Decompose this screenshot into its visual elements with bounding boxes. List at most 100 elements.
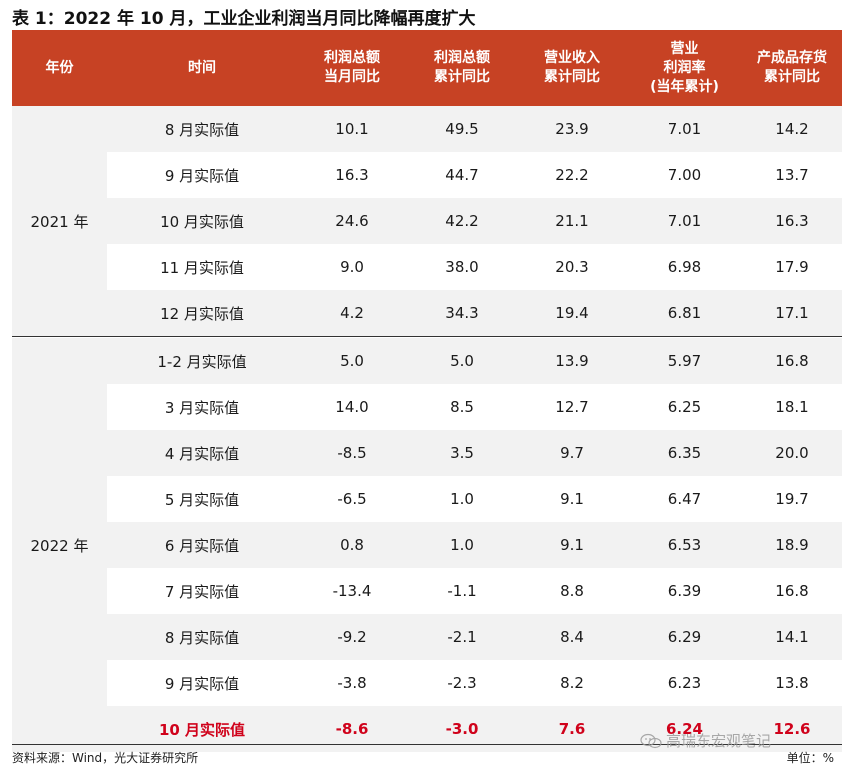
cell-margin: 6.81: [667, 304, 702, 322]
row-stripe: [107, 106, 842, 152]
cell-profit-month: 10.1: [335, 120, 369, 138]
bottom-rule: [12, 744, 842, 745]
cell-revenue: 8.8: [560, 582, 584, 600]
cell-time: 5 月实际值: [164, 490, 240, 509]
year-column-bg: [12, 338, 107, 752]
cell-revenue: 21.1: [555, 212, 589, 230]
cell-profit-month: -9.2: [337, 628, 367, 646]
header-label-line: 利润总额: [434, 50, 490, 66]
table-row: 3 月实际值 14.0 8.5 12.7 6.25 18.1: [12, 384, 842, 430]
cell-revenue: 9.7: [560, 444, 584, 462]
cell-margin: 7.01: [667, 212, 702, 230]
cell-margin: 5.97: [667, 352, 702, 370]
cell-margin: 6.98: [667, 258, 702, 276]
cell-profit-month: 4.2: [340, 304, 364, 322]
table-header: 年份 时间 利润总额 当月同比 利润总额 累计同比 营业收入 累计同比 营业 利…: [12, 30, 842, 106]
cell-inventory: 18.9: [775, 536, 809, 554]
cell-margin: 6.23: [667, 674, 702, 692]
cell-margin: 6.39: [667, 582, 702, 600]
header-label-line: 累计同比: [544, 69, 600, 85]
header-label-line: 累计同比: [764, 69, 820, 85]
header-margin: 营业 利润率 (当年累计): [627, 30, 742, 106]
cell-time: 11 月实际值: [160, 258, 244, 277]
cell-time: 1-2 月实际值: [157, 352, 247, 371]
header-label-line: 营业收入: [544, 50, 600, 66]
table-row: 5 月实际值 -6.5 1.0 9.1 6.47 19.7: [12, 476, 842, 522]
cell-time: 9 月实际值: [164, 674, 240, 693]
cell-time: 10 月实际值: [160, 212, 244, 231]
cell-inventory: 17.9: [775, 258, 809, 276]
cell-inventory: 18.1: [775, 398, 809, 416]
cell-profit-cum: 5.0: [450, 352, 474, 370]
cell-time: 7 月实际值: [164, 582, 240, 601]
cell-inventory: 13.8: [775, 674, 809, 692]
header-label-line: (当年累计): [650, 78, 719, 95]
header-label-line: 当月同比: [324, 69, 380, 85]
table-row: 11 月实际值 9.0 38.0 20.3 6.98 17.9: [12, 244, 842, 290]
table-title: 表 1：2022 年 10 月，工业企业利润当月同比降幅再度扩大: [12, 9, 476, 29]
cell-profit-cum: 38.0: [445, 258, 479, 276]
cell-revenue: 23.9: [555, 120, 589, 138]
cell-revenue: 22.2: [555, 166, 589, 184]
watermark-text: 高瑞东宏观笔记: [666, 732, 772, 750]
cell-inventory: 16.8: [775, 352, 809, 370]
cell-profit-cum: 42.2: [445, 212, 479, 230]
cell-profit-month: -8.6: [335, 720, 369, 738]
header-label-line: 利润率: [663, 59, 706, 76]
table-footer: 资料来源：Wind，光大证券研究所 单位：%: [12, 744, 842, 770]
watermark: 高瑞东宏观笔记: [640, 730, 771, 751]
cell-revenue: 13.9: [555, 352, 589, 370]
header-time: 时间: [107, 30, 297, 106]
group-divider: [12, 336, 842, 337]
table-row: 8 月实际值 10.1 49.5 23.9 7.01 14.2: [12, 106, 842, 152]
cell-profit-cum: 3.5: [450, 444, 474, 462]
cell-revenue: 12.7: [555, 398, 589, 416]
table-row: 8 月实际值 -9.2 -2.1 8.4 6.29 14.1: [12, 614, 842, 660]
cell-inventory: 19.7: [775, 490, 809, 508]
cell-margin: 7.01: [667, 120, 702, 138]
table-row: 12 月实际值 4.2 34.3 19.4 6.81 17.1: [12, 290, 842, 336]
cell-profit-month: -8.5: [337, 444, 367, 462]
header-profit-cum: 利润总额 累计同比: [407, 30, 517, 106]
row-stripe: [107, 290, 842, 336]
cell-profit-month: 9.0: [340, 258, 364, 276]
row-stripe: [107, 614, 842, 660]
cell-revenue: 20.3: [555, 258, 589, 276]
cell-margin: 6.25: [667, 398, 702, 416]
cell-time: 6 月实际值: [164, 536, 240, 555]
cell-profit-cum: -2.3: [447, 674, 477, 692]
cell-margin: 6.47: [667, 490, 702, 508]
header-time-label: 时间: [188, 59, 216, 76]
cell-revenue: 8.2: [560, 674, 584, 692]
header-label-line: 累计同比: [434, 69, 490, 85]
table-row: 10 月实际值 24.6 42.2 21.1 7.01 16.3: [12, 198, 842, 244]
cell-profit-month: -6.5: [337, 490, 367, 508]
cell-margin: 6.35: [667, 444, 702, 462]
row-stripe: [107, 522, 842, 568]
cell-margin: 6.24: [665, 720, 703, 738]
table-row: 9 月实际值 16.3 44.7 22.2 7.00 13.7: [12, 152, 842, 198]
cell-inventory: 16.8: [775, 582, 809, 600]
cell-profit-cum: -1.1: [447, 582, 477, 600]
year-label: 2022 年: [30, 536, 89, 555]
table-row: 4 月实际值 -8.5 3.5 9.7 6.35 20.0: [12, 430, 842, 476]
cell-margin: 7.00: [667, 166, 702, 184]
table-row: 6 月实际值 0.8 1.0 9.1 6.53 18.9: [12, 522, 842, 568]
cell-margin: 6.29: [667, 628, 702, 646]
table-row: 1-2 月实际值 5.0 5.0 13.9 5.97 16.8: [12, 338, 842, 384]
wechat-icon: [640, 733, 662, 748]
header-profit-month: 利润总额 当月同比: [297, 30, 407, 106]
cell-profit-month: 24.6: [335, 212, 369, 230]
source-note: 资料来源：Wind，光大证券研究所: [12, 751, 199, 765]
cell-revenue: 9.1: [560, 490, 584, 508]
cell-time: 8 月实际值: [164, 628, 240, 647]
cell-inventory: 14.2: [775, 120, 809, 138]
cell-profit-cum: 1.0: [450, 490, 474, 508]
cell-profit-month: 5.0: [340, 352, 364, 370]
year-column-bg: [12, 106, 107, 336]
unit-note: 单位：%: [786, 751, 834, 765]
cell-time: 3 月实际值: [164, 398, 240, 417]
cell-inventory: 16.3: [775, 212, 809, 230]
cell-profit-cum: 34.3: [445, 304, 479, 322]
cell-profit-month: 14.0: [335, 398, 369, 416]
